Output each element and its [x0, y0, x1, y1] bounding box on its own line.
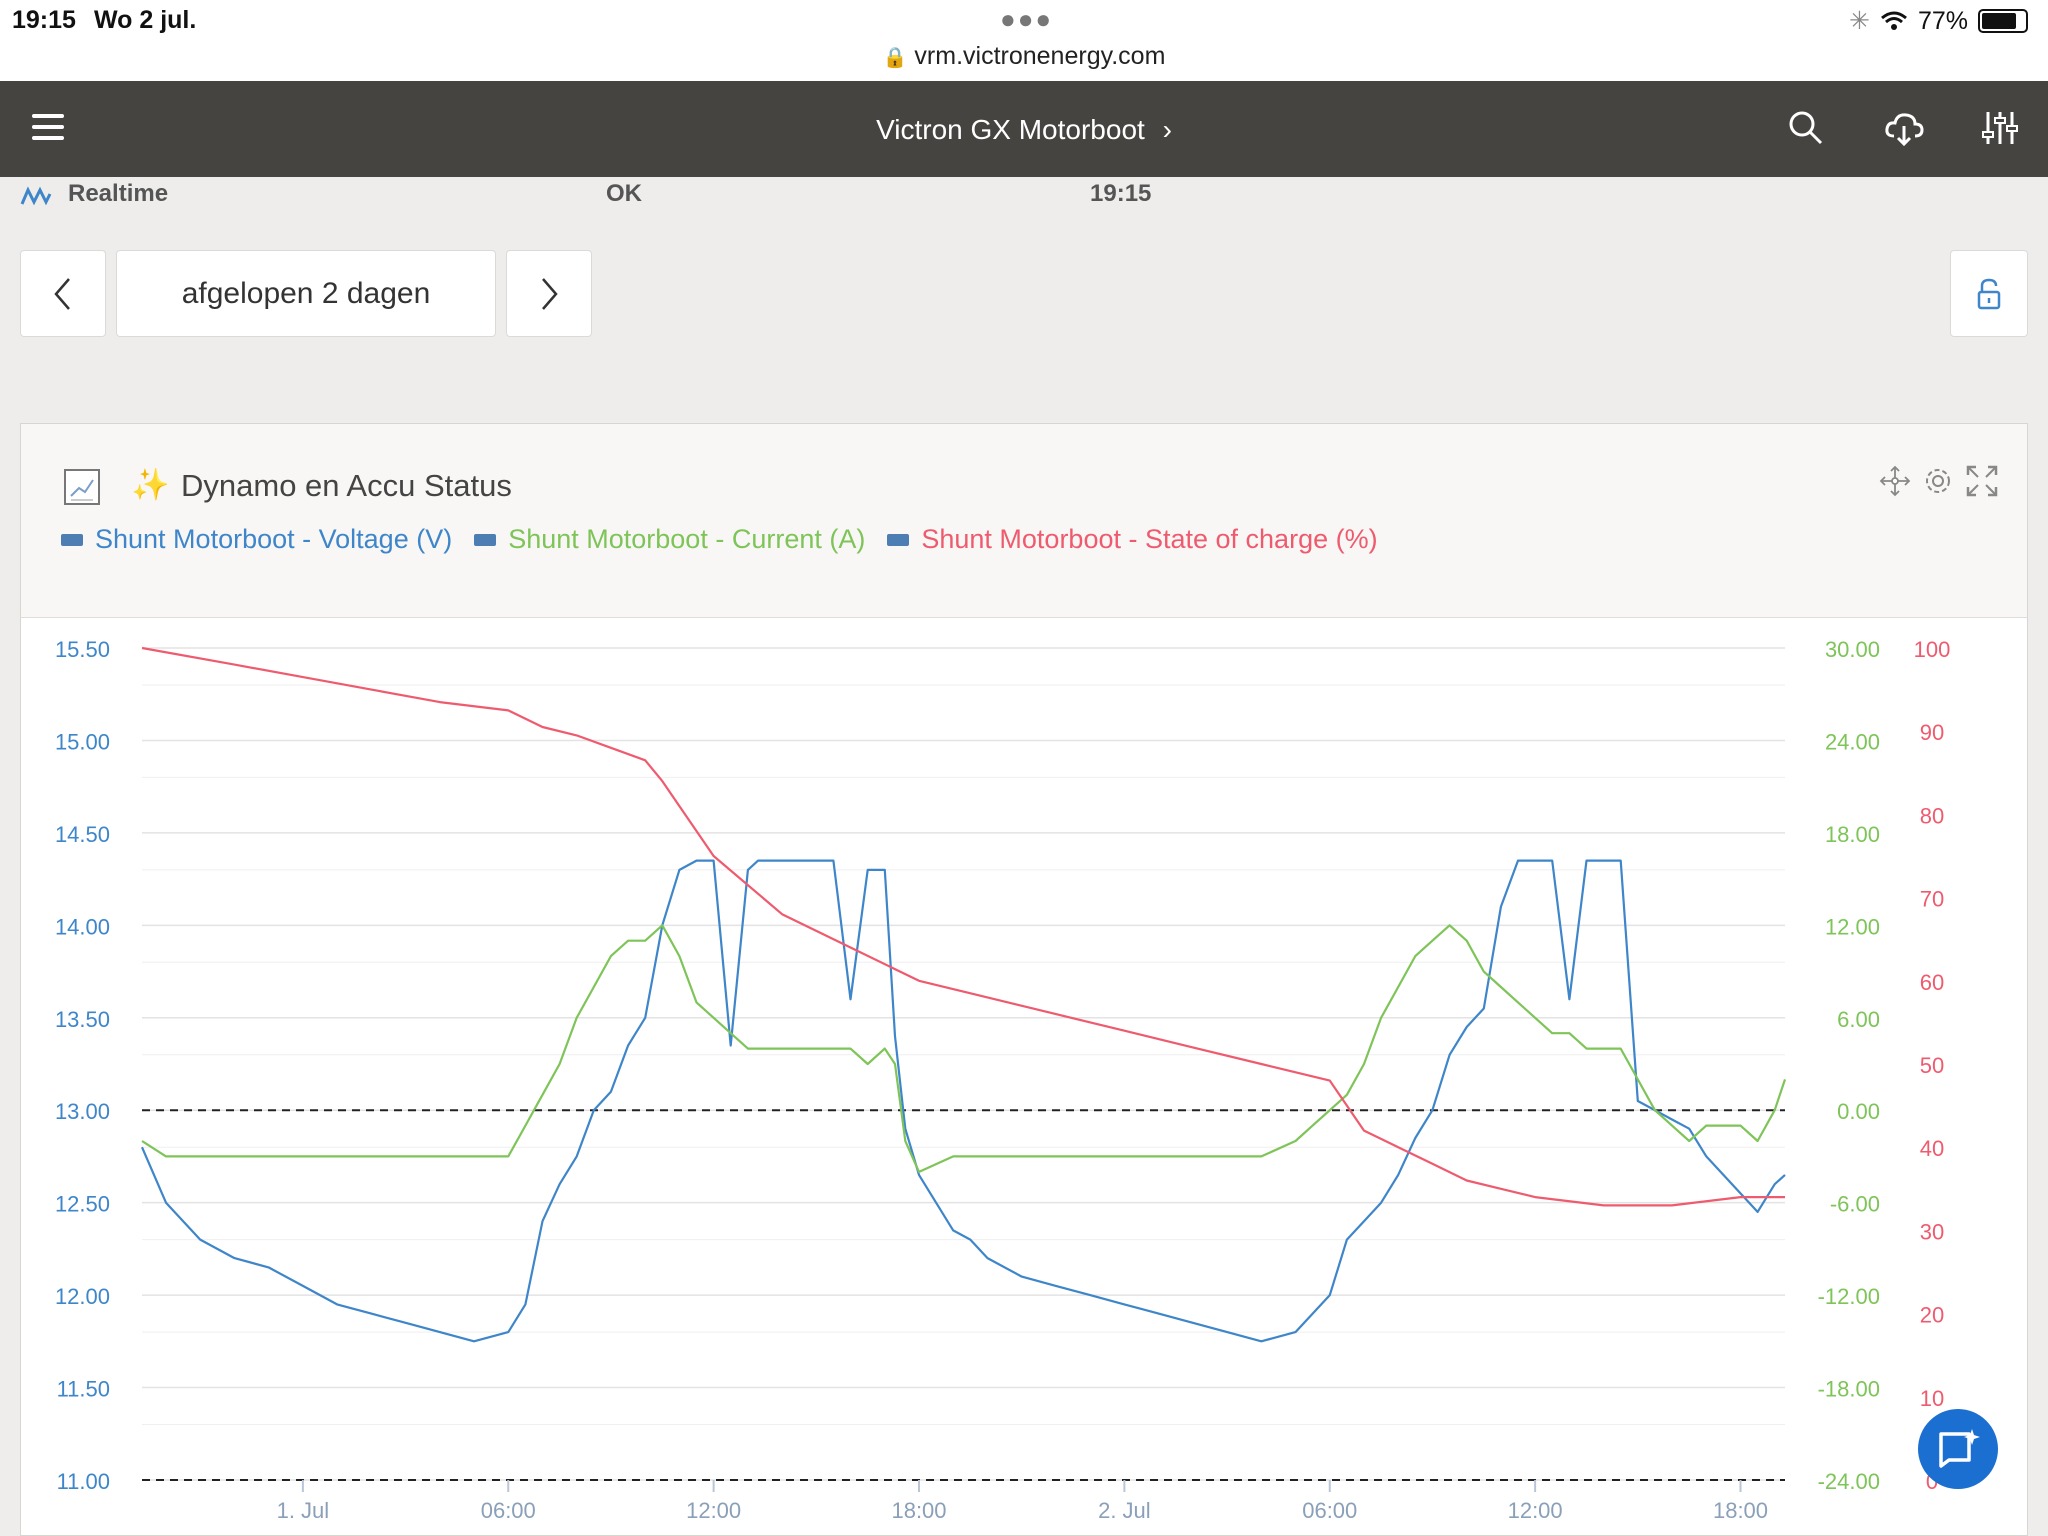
y-tick-voltage: 12.50: [55, 1192, 110, 1217]
chat-sparkle-icon: [1939, 1429, 1980, 1468]
y-tick-current: -24.00: [1818, 1469, 1880, 1494]
feedback-button[interactable]: [1918, 1409, 1998, 1489]
y-tick-voltage: 11.00: [57, 1469, 110, 1494]
menu-icon[interactable]: [32, 114, 64, 140]
cloud-download-icon[interactable]: [1884, 108, 1924, 148]
y-tick-voltage: 13.00: [55, 1099, 110, 1124]
x-tick-label: 2. Jul: [1098, 1498, 1151, 1523]
unlock-icon: [1977, 278, 2001, 309]
realtime-row: Realtime OK 19:15: [0, 178, 2048, 218]
status-bar: 19:15 Wo 2 jul. ●●● 🔒 vrm.victronenergy.…: [0, 0, 2048, 81]
battery-percent: 77%: [1917, 6, 1968, 35]
x-tick-label: 18:00: [891, 1498, 946, 1523]
legend-item-current[interactable]: Shunt Motorboot - Current (A): [474, 524, 865, 555]
legend-item-soc[interactable]: Shunt Motorboot - State of charge (%): [887, 524, 1378, 555]
site-title: Victron GX Motorboot: [876, 114, 1145, 145]
y-tick-voltage: 15.50: [55, 637, 110, 662]
realtime-status: OK: [606, 180, 642, 207]
chart-legend: Shunt Motorboot - Voltage (V) Shunt Moto…: [61, 524, 1378, 555]
realtime-time: 19:15: [1090, 180, 1152, 207]
more-dots-icon[interactable]: ●●●: [1000, 4, 1054, 34]
legend-label-soc: Shunt Motorboot - State of charge (%): [921, 524, 1378, 554]
y-tick-current: 18.00: [1825, 822, 1880, 847]
legend-label-current: Shunt Motorboot - Current (A): [508, 524, 866, 554]
y-tick-soc: 90: [1920, 720, 1944, 745]
y-tick-voltage: 13.50: [55, 1007, 110, 1032]
y-tick-current: 0.00: [1837, 1099, 1880, 1124]
chart-title: Dynamo en Accu Status: [181, 468, 512, 503]
site-selector[interactable]: Victron GX Motorboot ›: [0, 114, 2048, 146]
unlock-button[interactable]: [1950, 250, 2028, 337]
x-tick-label: 18:00: [1713, 1498, 1768, 1523]
x-tick-label: 06:00: [481, 1498, 536, 1523]
chevron-right-icon: [542, 277, 558, 310]
series-line-voltage[interactable]: [140, 859, 1786, 1343]
y-tick-soc: 80: [1920, 803, 1944, 828]
y-tick-voltage: 15.00: [55, 729, 110, 754]
y-tick-soc: 20: [1920, 1303, 1944, 1328]
battery-monitor-icon: [887, 533, 910, 546]
sparkle-icon: ✨: [131, 467, 170, 502]
battery-icon: [1978, 9, 2028, 33]
search-icon[interactable]: [1786, 108, 1826, 148]
url-text: vrm.victronenergy.com: [914, 42, 1166, 70]
battery-monitor-icon: [474, 533, 497, 546]
y-tick-voltage: 14.00: [55, 914, 110, 939]
y-tick-current: -6.00: [1830, 1192, 1880, 1217]
y-tick-current: 24.00: [1825, 729, 1880, 754]
chevron-right-icon: ›: [1162, 114, 1172, 145]
lock-icon: 🔒: [882, 47, 908, 69]
y-tick-current: 6.00: [1837, 1007, 1880, 1032]
y-tick-voltage: 14.50: [55, 822, 110, 847]
chart-type-icon[interactable]: [63, 468, 101, 506]
y-tick-soc: 10: [1920, 1386, 1944, 1411]
y-tick-soc: 30: [1920, 1219, 1944, 1244]
fullscreen-icon[interactable]: [1965, 464, 1999, 498]
y-tick-current: 30.00: [1825, 637, 1880, 662]
legend-item-voltage[interactable]: Shunt Motorboot - Voltage (V): [61, 524, 452, 555]
x-tick-label: 1. Jul: [277, 1498, 330, 1523]
y-tick-soc: 50: [1920, 1053, 1944, 1078]
status-time: 19:15: [12, 6, 76, 34]
url-bar[interactable]: 🔒 vrm.victronenergy.com: [0, 42, 2048, 71]
x-tick-label: 12:00: [1508, 1498, 1563, 1523]
y-tick-current: 12.00: [1825, 914, 1880, 939]
x-tick-label: 12:00: [686, 1498, 741, 1523]
y-tick-soc: 60: [1920, 970, 1944, 995]
status-right: ✳ 77%: [1849, 6, 2028, 36]
y-tick-voltage: 11.50: [57, 1377, 110, 1402]
range-selector-button[interactable]: afgelopen 2 dagen: [116, 250, 496, 337]
y-tick-soc: 40: [1920, 1136, 1944, 1161]
y-tick-current: -18.00: [1818, 1377, 1880, 1402]
chevron-left-icon: [54, 277, 70, 310]
wifi-icon: [1880, 11, 1907, 30]
next-range-button[interactable]: [506, 250, 592, 337]
loading-icon: ✳: [1849, 7, 1870, 35]
range-label: afgelopen 2 dagen: [181, 276, 431, 310]
y-tick-voltage: 12.00: [55, 1284, 110, 1309]
sliders-icon[interactable]: [1980, 108, 2020, 148]
status-date: Wo 2 jul.: [94, 6, 197, 34]
series-line-current[interactable]: [141, 924, 1787, 1173]
move-icon[interactable]: [1878, 464, 1912, 498]
battery-monitor-icon: [61, 533, 83, 546]
legend-label-voltage: Shunt Motorboot - Voltage (V): [95, 524, 453, 554]
chart-widget: ✨ Dynamo en Accu Status Shunt Motorboot …: [20, 423, 2028, 1536]
previous-range-button[interactable]: [20, 250, 106, 337]
app-header: [0, 81, 2048, 177]
series-line-soc[interactable]: [141, 646, 1785, 1207]
y-tick-current: -12.00: [1818, 1284, 1880, 1309]
chart-widget-header: ✨ Dynamo en Accu Status Shunt Motorboot …: [21, 424, 2027, 618]
y-tick-soc: 70: [1920, 887, 1944, 912]
realtime-wave-icon: [20, 186, 52, 206]
x-tick-label: 06:00: [1302, 1498, 1357, 1523]
realtime-label: Realtime: [68, 180, 169, 207]
settings-gear-icon[interactable]: [1921, 464, 1955, 498]
line-chart[interactable]: 15.50 15.00 14.50 14.00 13.50 13.00 12.50 12.00…: [0, 617, 2048, 1536]
y-tick-soc: 100: [1914, 637, 1951, 662]
